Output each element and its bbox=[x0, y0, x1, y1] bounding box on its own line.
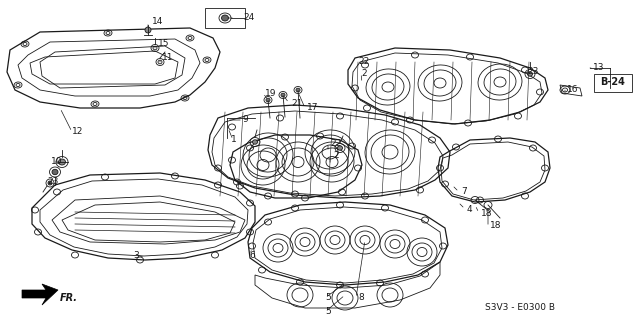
Text: 10: 10 bbox=[51, 158, 63, 167]
Ellipse shape bbox=[266, 98, 270, 102]
Text: 12: 12 bbox=[72, 128, 83, 137]
Text: 7: 7 bbox=[461, 188, 467, 197]
Text: 1: 1 bbox=[231, 136, 237, 145]
Text: B-24: B-24 bbox=[600, 77, 625, 87]
Text: 13: 13 bbox=[593, 63, 605, 72]
Text: 8: 8 bbox=[358, 293, 364, 302]
Text: 5: 5 bbox=[325, 308, 331, 316]
Ellipse shape bbox=[281, 93, 285, 97]
Text: 22: 22 bbox=[358, 57, 369, 66]
Text: 23: 23 bbox=[47, 177, 58, 187]
Text: 22: 22 bbox=[330, 138, 341, 147]
Ellipse shape bbox=[296, 88, 300, 92]
Text: 2: 2 bbox=[333, 151, 339, 160]
Ellipse shape bbox=[253, 140, 257, 144]
Text: 2: 2 bbox=[361, 69, 367, 78]
Ellipse shape bbox=[48, 181, 52, 185]
Ellipse shape bbox=[221, 15, 228, 21]
Ellipse shape bbox=[337, 146, 342, 150]
Text: 14: 14 bbox=[152, 18, 163, 26]
Text: 19: 19 bbox=[265, 88, 276, 98]
Text: 4: 4 bbox=[467, 204, 472, 213]
Text: 18: 18 bbox=[481, 209, 493, 218]
Ellipse shape bbox=[527, 72, 532, 76]
Text: 16: 16 bbox=[567, 85, 579, 94]
Text: 23: 23 bbox=[527, 68, 538, 77]
Polygon shape bbox=[22, 284, 58, 305]
Ellipse shape bbox=[52, 169, 58, 175]
Text: 15: 15 bbox=[158, 40, 170, 48]
Text: 5: 5 bbox=[325, 293, 331, 302]
Text: S3V3 - E0300 B: S3V3 - E0300 B bbox=[485, 303, 555, 313]
Ellipse shape bbox=[58, 159, 65, 165]
Text: 6: 6 bbox=[249, 250, 255, 259]
Text: 17: 17 bbox=[307, 103, 319, 113]
Text: 24: 24 bbox=[243, 13, 254, 23]
Text: 18: 18 bbox=[490, 220, 502, 229]
Text: 9: 9 bbox=[242, 115, 248, 124]
Text: 3: 3 bbox=[133, 250, 139, 259]
Text: 21: 21 bbox=[291, 99, 302, 108]
Text: FR.: FR. bbox=[60, 293, 78, 303]
Ellipse shape bbox=[145, 27, 151, 33]
Text: 11: 11 bbox=[162, 54, 173, 63]
